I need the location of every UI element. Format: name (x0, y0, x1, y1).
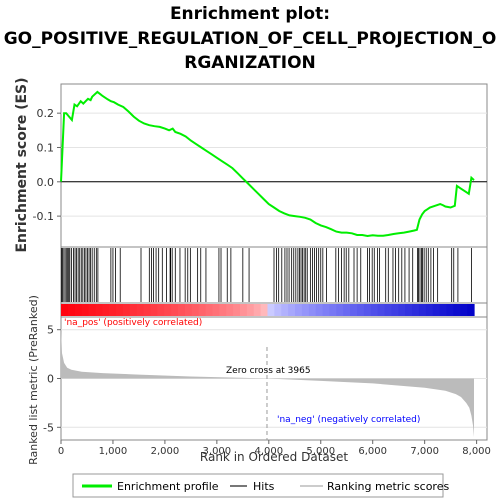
rank-bar-segment (467, 304, 475, 316)
legend-label-hits: Hits (253, 480, 275, 493)
legend-label-ranking-metric: Ranking metric scores (327, 480, 449, 493)
x-tick-label: 5,000 (306, 446, 335, 457)
rank-bar-segment (157, 304, 165, 316)
rank-bar-segment (329, 304, 337, 316)
rank-bar-segment (446, 304, 454, 316)
es-tick-label: 0.1 (37, 141, 55, 154)
chart-title-line-3: RGANIZATION (184, 53, 316, 73)
rank-bar-segment (122, 304, 131, 316)
rank-bar-segment (322, 304, 331, 316)
pos-corr-label: 'na_pos' (positively correlated) (64, 318, 202, 328)
rank-bar-segment (336, 304, 344, 316)
es-tick-label: 0.2 (37, 107, 55, 120)
x-tick-label: 6,000 (358, 446, 387, 457)
rank-bar-segment (260, 304, 269, 316)
rank-bar-segment (136, 304, 145, 316)
rank-bar-segment (226, 304, 234, 316)
rank-bar-segment (116, 304, 124, 316)
rank-bar-segment (129, 304, 138, 316)
rank-bar-segment (219, 304, 227, 316)
rank-bar-segment (253, 304, 262, 316)
rank-bar-segment (377, 304, 386, 316)
rank-bar-segment (274, 304, 282, 316)
rank-bar-segment (267, 304, 275, 316)
rank-bar-segment (81, 304, 90, 316)
x-tick-label: 4,000 (254, 446, 283, 457)
rank-bar-segment (61, 304, 69, 316)
es-tick-label: -0.1 (33, 210, 54, 223)
rank-bar-segment (453, 304, 461, 316)
rank-bar-segment (350, 304, 358, 316)
rank-bar-segment (67, 304, 76, 316)
rank-bar-segment (301, 304, 310, 316)
metric-tick-label: 5 (47, 324, 54, 337)
x-tick-label: 2,000 (151, 446, 180, 457)
rank-bar-segment (212, 304, 220, 316)
rank-bar-segment (288, 304, 296, 316)
x-axis-label: Rank in Ordered Dataset (200, 450, 348, 464)
es-axis-label: Enrichment score (ES) (14, 77, 30, 252)
rank-bar-segment (425, 304, 434, 316)
rank-bar-segment (460, 304, 468, 316)
rank-bar-segment (171, 304, 179, 316)
rank-bar-segment (439, 304, 448, 316)
metric-tick-label: 0 (47, 373, 54, 386)
x-tick-label: 1,000 (99, 446, 128, 457)
rank-bar-segment (281, 304, 289, 316)
metric-tick-label: -5 (43, 421, 54, 434)
rank-bar-segment (356, 304, 365, 316)
x-tick-label: 8,000 (462, 446, 491, 457)
rank-bar-segment (391, 304, 399, 316)
rank-bar-segment (363, 304, 372, 316)
rank-bar-segment (95, 304, 103, 316)
legend-box (72, 473, 444, 498)
enrichment-profile-line (60, 90, 475, 238)
rank-bar-segment (370, 304, 379, 316)
rank-bar-segment (233, 304, 241, 316)
rank-bar-segment (205, 304, 214, 316)
x-tick-label: 7,000 (410, 446, 439, 457)
rank-bar-segment (143, 304, 152, 316)
rank-bar-segment (150, 304, 158, 316)
rank-bar-segment (239, 304, 248, 316)
rank-bar-segment (343, 304, 351, 316)
rank-bar-segment (198, 304, 207, 316)
rank-bar-segment (432, 304, 441, 316)
zero-cross-label: Zero cross at 3965 (226, 366, 311, 376)
rank-bar-segment (418, 304, 427, 316)
rank-bar-segment (398, 304, 406, 316)
chart-title-line-1: Enrichment plot: (169, 4, 331, 24)
x-tick-label: 0 (58, 446, 64, 457)
es-tick-label: 0.0 (37, 176, 55, 189)
rank-bar-segment (308, 304, 317, 316)
rank-bar-segment (412, 304, 420, 316)
rank-bar-segment (102, 304, 110, 316)
rank-bar-segment (178, 304, 186, 316)
metric-axis-label: Ranked list metric (PreRanked) (27, 295, 40, 465)
rank-bar-segment (164, 304, 172, 316)
neg-corr-label: 'na_neg' (negatively correlated) (277, 415, 420, 425)
rank-bar-segment (109, 304, 117, 316)
rank-bar-segment (88, 304, 97, 316)
rank-bar-segment (246, 304, 255, 316)
rank-bar-segment (184, 304, 193, 316)
rank-bar-segment (191, 304, 200, 316)
rank-bar-segment (315, 304, 324, 316)
rank-bar-segment (74, 304, 83, 316)
rank-bar-segment (405, 304, 413, 316)
x-tick-label: 3,000 (203, 446, 232, 457)
rank-bar-segment (384, 304, 393, 316)
ranking-metric-area (61, 327, 474, 438)
legend-label-enrichment-profile: Enrichment profile (117, 480, 219, 493)
rank-bar-segment (295, 304, 303, 316)
chart-title-line-2: GO_POSITIVE_REGULATION_OF_CELL_PROJECTIO… (3, 29, 497, 49)
